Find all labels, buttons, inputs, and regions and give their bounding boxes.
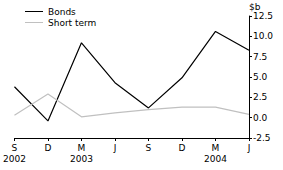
svg-text:S: S: [146, 143, 152, 153]
svg-text:S: S: [12, 143, 18, 153]
svg-text:D: D: [44, 143, 51, 153]
svg-text:10.0: 10.0: [253, 31, 273, 41]
svg-text:J: J: [113, 143, 117, 153]
svg-text:J: J: [247, 143, 251, 153]
svg-text:D: D: [179, 143, 186, 153]
svg-text:M: M: [78, 143, 86, 153]
svg-text:7.5: 7.5: [253, 52, 267, 62]
svg-text:5.0: 5.0: [253, 72, 268, 82]
svg-text:Bonds: Bonds: [48, 7, 76, 17]
svg-text:0.0: 0.0: [253, 113, 268, 123]
svg-text:$b: $b: [249, 2, 261, 13]
svg-text:Short term: Short term: [48, 18, 96, 28]
svg-text:2002: 2002: [3, 154, 26, 164]
svg-text:-2.5: -2.5: [253, 133, 271, 143]
svg-text:2004: 2004: [204, 154, 227, 164]
svg-text:2003: 2003: [70, 154, 93, 164]
svg-text:2.5: 2.5: [253, 92, 267, 102]
svg-text:12.5: 12.5: [253, 11, 273, 21]
svg-text:M: M: [212, 143, 220, 153]
